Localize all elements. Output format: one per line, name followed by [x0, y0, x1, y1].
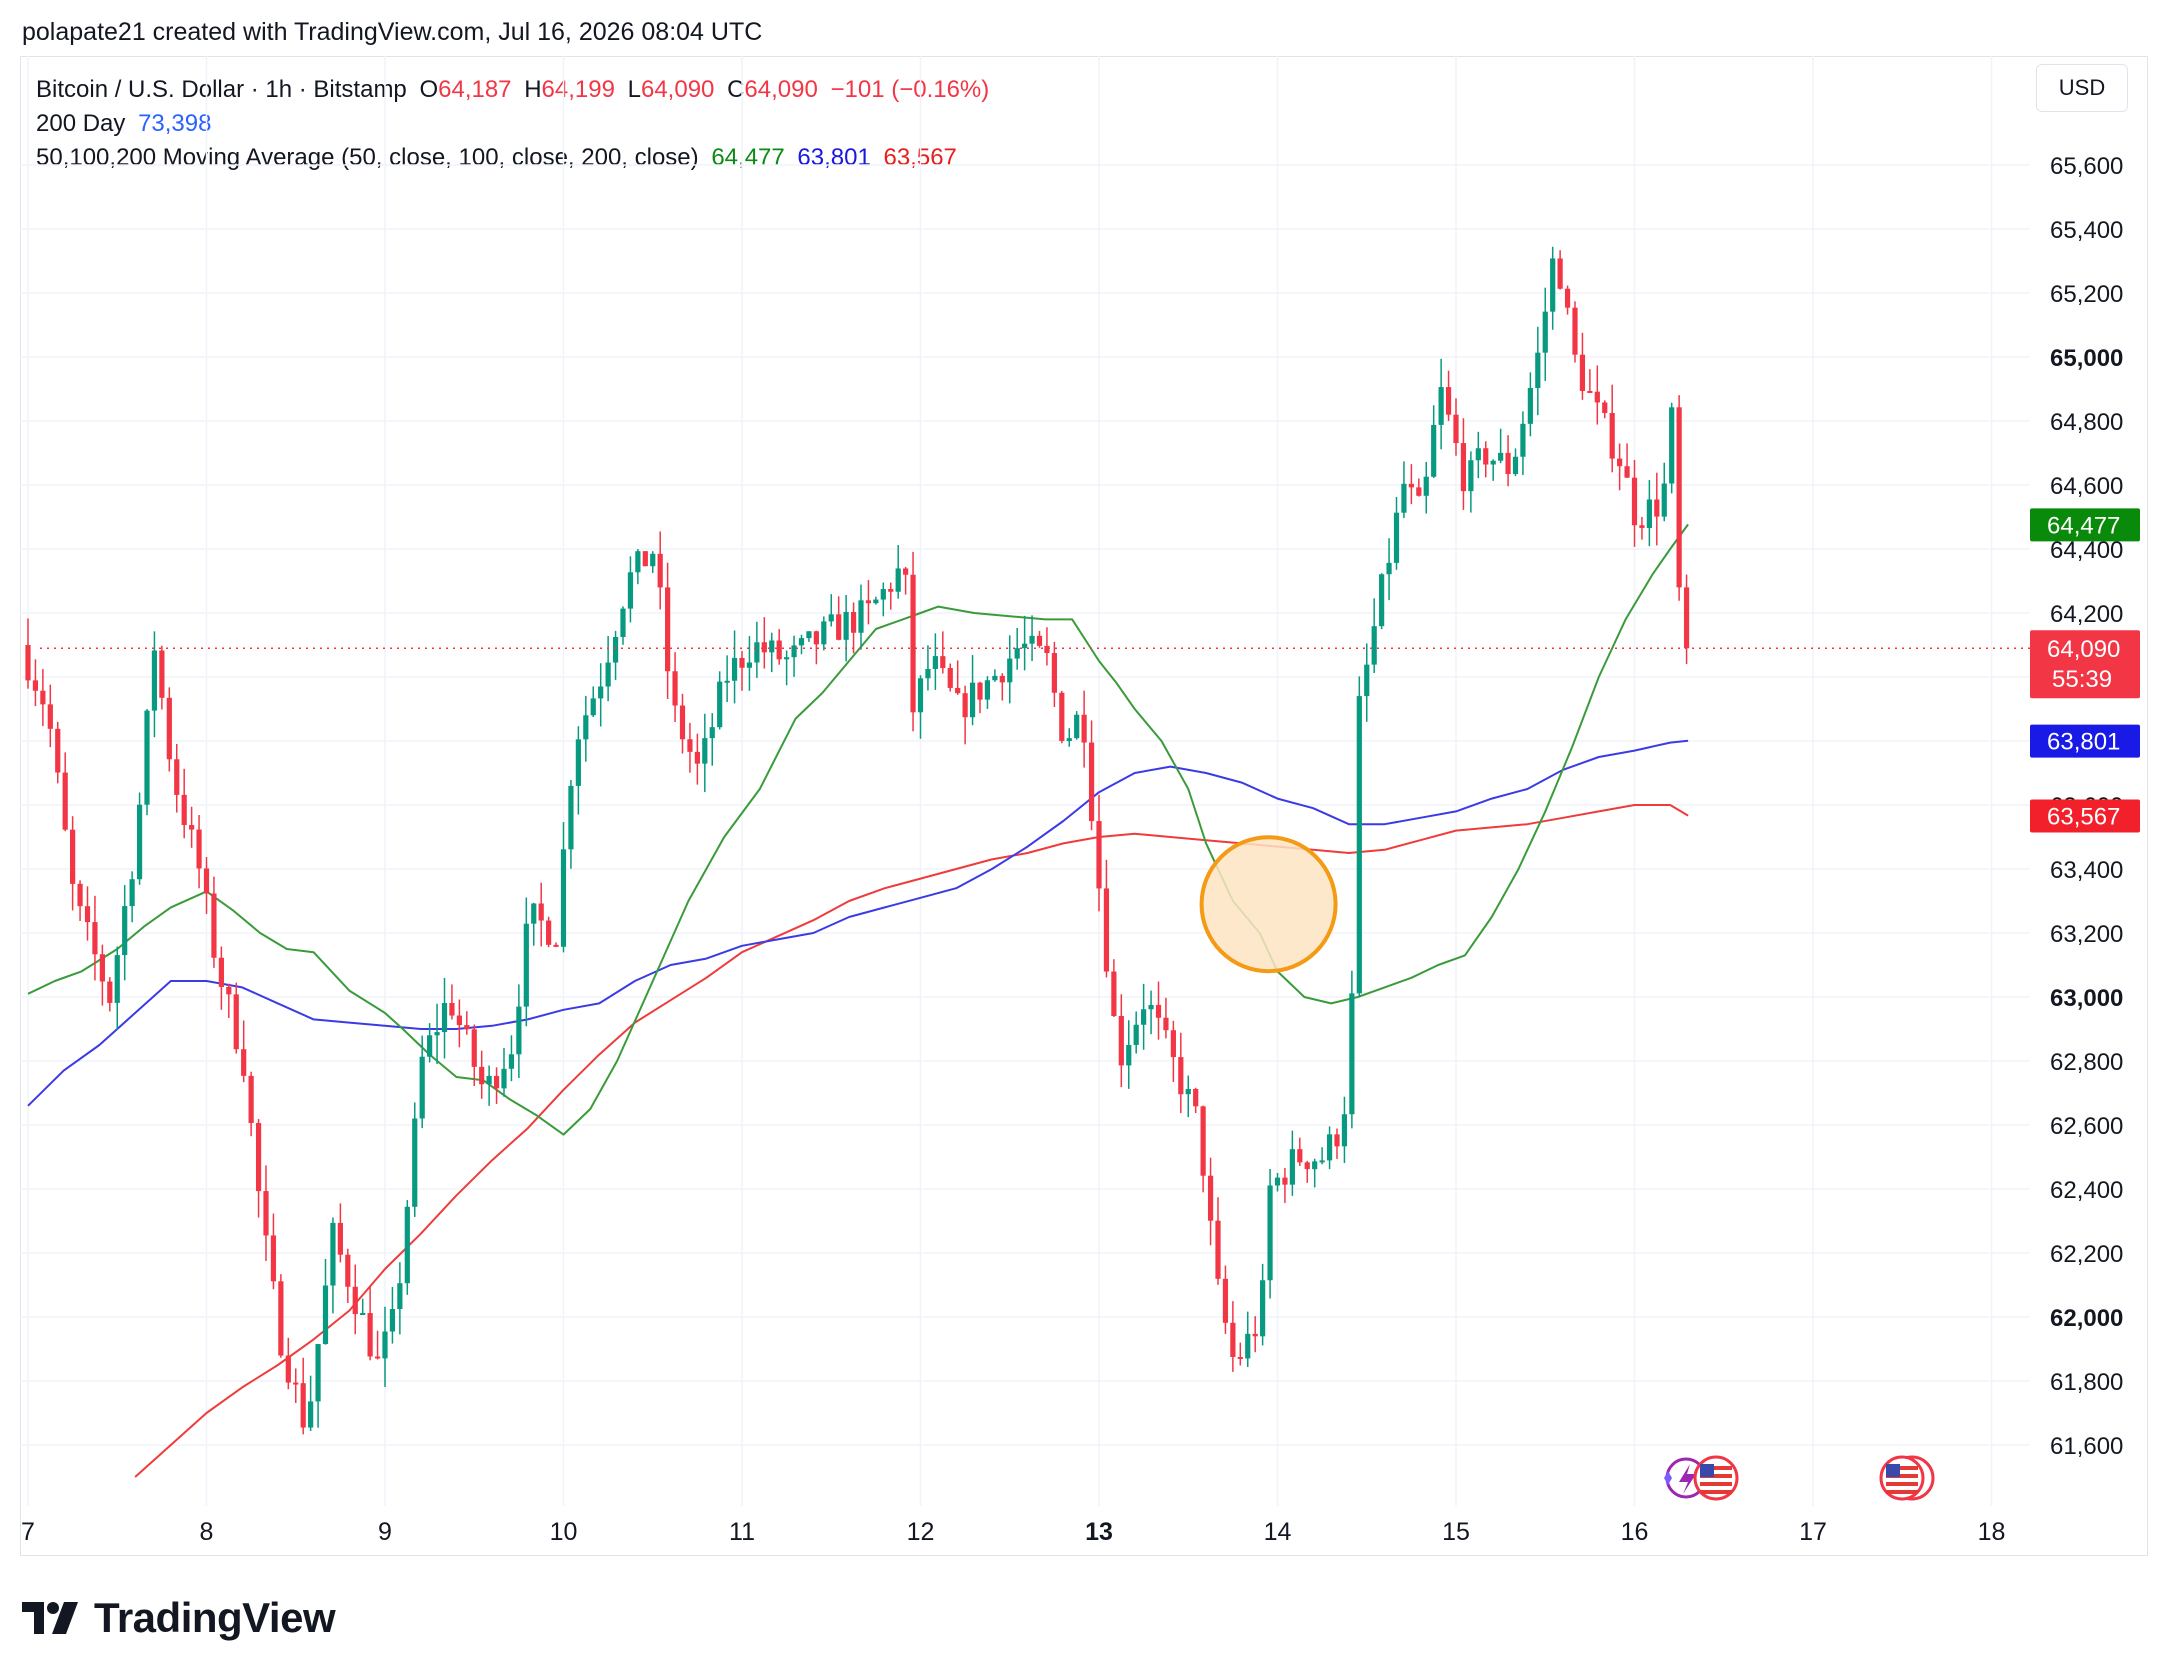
- legend-symbol[interactable]: Bitcoin / U.S. Dollar · 1h · Bitstamp: [36, 76, 407, 103]
- currency-button[interactable]: USD: [2036, 64, 2128, 112]
- legend-low-label: L: [627, 76, 641, 103]
- legend-ma100-value: 63,801: [797, 144, 871, 171]
- attribution-header: polapate21 created with TradingView.com,…: [22, 18, 763, 46]
- legend-low-value: 64,090: [640, 76, 715, 103]
- legend-200day-label[interactable]: 200 Day: [36, 110, 126, 137]
- legend-200day-value: 73,398: [138, 110, 212, 137]
- tradingview-brand-text: TradingView: [94, 1594, 336, 1641]
- tradingview-logo-icon: [22, 1602, 78, 1634]
- tradingview-brand[interactable]: TradingView: [22, 1594, 336, 1642]
- legend-ma-label[interactable]: 50,100,200 Moving Average (50, close, 10…: [36, 144, 699, 171]
- legend-high-value: 64,199: [541, 76, 615, 103]
- chart-frame: [20, 56, 2148, 1556]
- legend-open-label: O: [419, 76, 439, 103]
- legend-ma200-value: 63,567: [883, 144, 957, 171]
- legend-200day-line: 200 Day 73,398: [36, 110, 217, 138]
- legend-high-label: H: [524, 76, 542, 103]
- legend-ma-line: 50,100,200 Moving Average (50, close, 10…: [36, 144, 963, 172]
- legend-change: −101 (−0.16%): [830, 76, 990, 103]
- legend-close-value: 64,090: [744, 76, 818, 103]
- legend-symbol-line: Bitcoin / U.S. Dollar · 1h · Bitstamp O6…: [36, 76, 995, 104]
- legend-close-label: C: [727, 76, 745, 103]
- legend-open-value: 64,187: [438, 76, 512, 103]
- legend-ma50-value: 64,477: [711, 144, 785, 171]
